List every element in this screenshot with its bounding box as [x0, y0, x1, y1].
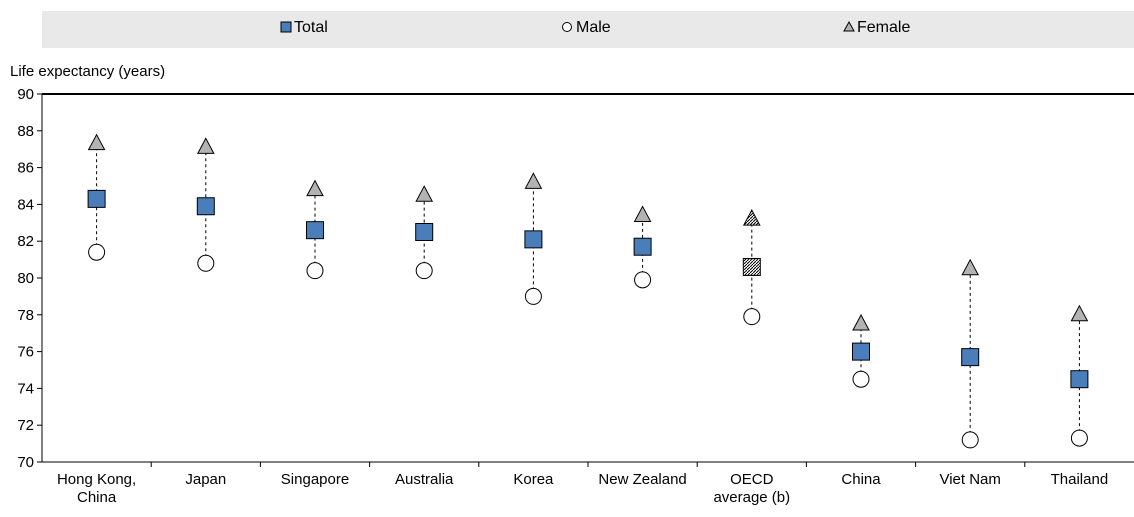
male-point — [743, 308, 761, 326]
legend-square-icon — [280, 21, 292, 33]
male-point — [88, 243, 106, 261]
total-point — [1070, 370, 1089, 389]
female-point — [742, 209, 761, 226]
legend-label-male: Male — [576, 19, 611, 36]
y-tick-label: 76 — [17, 344, 34, 361]
legend-label-female: Female — [857, 19, 910, 36]
y-tick-label: 82 — [17, 233, 34, 250]
x-tick-label: Australia — [395, 471, 454, 488]
y-axis-label: Life expectancy (years) — [10, 63, 165, 80]
y-tick-label: 88 — [17, 123, 34, 140]
legend-item-total: Total — [280, 19, 328, 36]
y-tick-label: 70 — [17, 454, 34, 471]
total-point — [852, 342, 870, 361]
x-tick-label: Thailand — [1051, 471, 1109, 488]
x-tick-label: Singapore — [281, 471, 349, 488]
connectors — [96, 143, 1080, 440]
total-point — [415, 223, 434, 241]
x-tick-label: Korea — [513, 471, 554, 488]
x-tick-label: Viet Nam — [939, 471, 1000, 488]
male-point — [306, 262, 324, 280]
x-tick-label: OECD average (b) — [713, 471, 790, 506]
legend-background — [42, 11, 1134, 48]
y-tick-label: 90 — [17, 86, 34, 103]
male-point — [634, 271, 652, 289]
legend-triangle-icon — [843, 20, 855, 32]
x-tick-label: Japan — [185, 471, 226, 488]
female-point — [961, 258, 980, 276]
y-tick-label: 78 — [17, 307, 34, 324]
y-ticks: 70 72 74 76 78 80 82 84 86 88 90 — [17, 86, 42, 471]
male-point — [415, 262, 433, 280]
y-tick-label: 74 — [17, 380, 34, 397]
legend-item-male: Male — [562, 19, 611, 36]
male-point — [852, 370, 870, 388]
x-tick-label: New Zealand — [598, 471, 686, 488]
total-point — [306, 221, 324, 240]
x-tick-label: Hong Kong, China — [57, 471, 136, 506]
male-point — [1070, 429, 1088, 447]
total-point — [961, 348, 980, 367]
total-point — [524, 230, 543, 249]
female-point — [1070, 304, 1089, 322]
male-point — [197, 254, 215, 272]
total-point — [196, 197, 215, 216]
x-tick-label: China — [841, 471, 881, 488]
female-point — [87, 133, 106, 151]
female-point — [306, 179, 324, 197]
male-point — [524, 287, 542, 305]
legend-circle-icon — [562, 22, 572, 32]
y-tick-label: 84 — [17, 196, 34, 213]
data-marks — [87, 133, 1089, 449]
legend-label-total: Total — [294, 19, 328, 36]
female-point — [633, 205, 652, 222]
female-point — [415, 185, 434, 202]
y-tick-label: 72 — [17, 417, 34, 434]
female-point — [524, 172, 543, 189]
total-point — [87, 189, 106, 208]
total-point — [742, 257, 761, 276]
female-point — [852, 313, 870, 331]
female-point — [196, 137, 215, 154]
x-ticks: Hong Kong, China Japan Singapore Australia Ko… — [57, 462, 1108, 506]
y-tick-label: 86 — [17, 160, 34, 177]
total-point — [633, 237, 652, 256]
y-tick-label: 80 — [17, 270, 34, 287]
legend-item-female: Female — [843, 19, 910, 36]
legend: Total Male Female — [280, 19, 910, 36]
male-point — [961, 431, 979, 449]
